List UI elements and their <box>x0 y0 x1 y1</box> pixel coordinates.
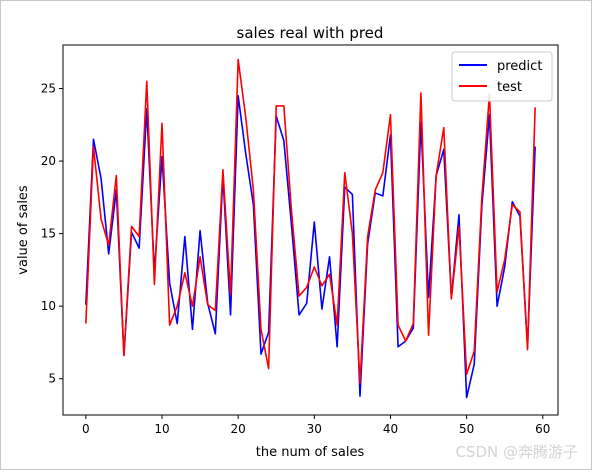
x-tick-label: 10 <box>154 422 169 436</box>
y-axis-label: value of sales <box>16 185 31 275</box>
x-tick-label: 0 <box>82 422 90 436</box>
x-tick-label: 30 <box>307 422 322 436</box>
legend-label-predict: predict <box>497 59 542 74</box>
x-tick-label: 40 <box>383 422 398 436</box>
y-tick-label: 20 <box>41 154 56 168</box>
legend-label-test: test <box>497 80 522 95</box>
x-tick-label: 20 <box>231 422 246 436</box>
x-tick-label: 60 <box>535 422 550 436</box>
chart-title: sales real with pred <box>237 24 384 42</box>
series-line-test <box>85 58 536 384</box>
y-tick-label: 10 <box>41 299 56 313</box>
x-axis-label: the num of sales <box>256 445 365 460</box>
plot-frame <box>62 44 559 416</box>
ticks-layer: 0 10 20 30 40 50 60 5 10 15 20 25 <box>41 82 551 436</box>
y-tick-label: 5 <box>48 372 56 386</box>
y-tick-label: 15 <box>41 227 56 241</box>
legend: predict test <box>451 51 553 102</box>
y-tick-label: 25 <box>41 82 56 96</box>
watermark: CSDN @奔腾游子 <box>455 443 578 461</box>
x-tick-label: 50 <box>459 422 474 436</box>
series-layer <box>85 58 536 399</box>
